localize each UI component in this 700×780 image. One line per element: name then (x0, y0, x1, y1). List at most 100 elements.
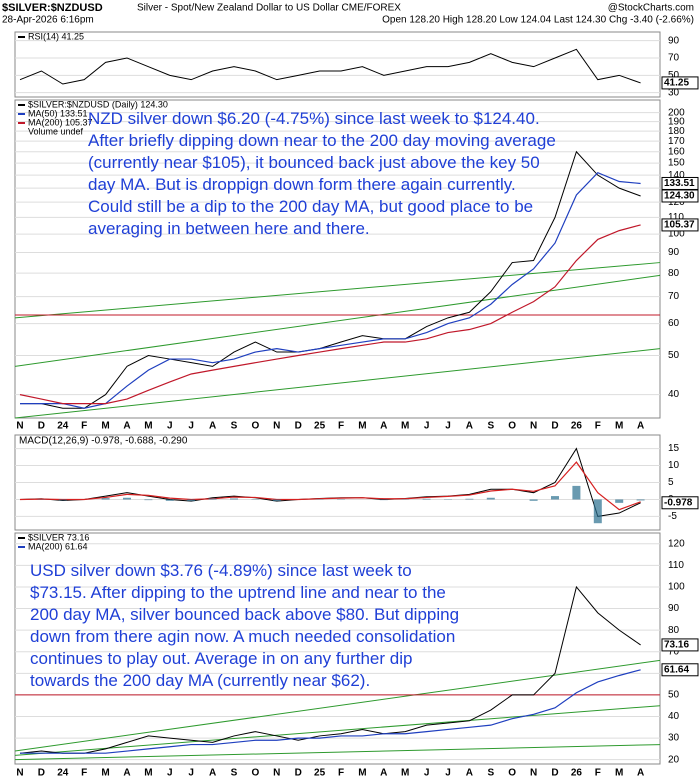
x-tick-label: A (637, 768, 644, 779)
y-tick-label: 150 (668, 158, 685, 169)
symbol: $SILVER:$NZDUSD (2, 2, 103, 14)
trendline (14, 348, 661, 419)
y-tick-label: 15 (668, 443, 680, 454)
histogram-bar (165, 499, 174, 501)
y-tick-label: -5 (668, 511, 677, 522)
x-tick-label: A (466, 768, 473, 779)
x-tick-label: M (358, 421, 366, 432)
x-tick-label: J (424, 768, 430, 779)
histogram-bar (187, 499, 196, 502)
y-tick-label: 80 (668, 268, 680, 279)
x-tick-label: D (38, 768, 45, 779)
x-tick-label: S (487, 421, 494, 432)
date: 28-Apr-2026 6:16pm (2, 15, 94, 26)
price-label-box (661, 218, 699, 232)
price-label-box (661, 496, 699, 510)
series-line (20, 669, 641, 754)
x-tick-label: F (338, 421, 344, 432)
y-tick-label: 50 (668, 350, 680, 361)
legend-entry: MA(200) 105.37 (28, 117, 93, 127)
y-tick-label: 70 (668, 53, 680, 64)
y-tick-label: 160 (668, 146, 685, 157)
x-tick-label: O (508, 421, 516, 432)
x-tick-label: F (81, 768, 87, 779)
x-tick-label: N (16, 421, 23, 432)
y-tick-label: 40 (668, 711, 680, 722)
y-tick-label: 20 (668, 754, 680, 765)
brand: @StockCharts.com (608, 3, 694, 14)
y-tick-label: 90 (668, 603, 680, 614)
x-tick-label: N (530, 768, 537, 779)
y-tick-label: 90 (668, 247, 680, 258)
x-tick-label: M (144, 421, 152, 432)
histogram-bar (615, 499, 624, 503)
price-label-box (661, 663, 699, 677)
histogram-bar (636, 499, 645, 501)
x-tick-label: O (252, 768, 260, 779)
x-tick-label: 24 (57, 768, 69, 779)
histogram-bar (593, 499, 602, 524)
x-tick-label: O (252, 421, 260, 432)
histogram-bar (101, 498, 110, 500)
histogram-bar (486, 497, 495, 500)
x-tick-label: N (530, 421, 537, 432)
x-tick-label: J (167, 421, 173, 432)
x-tick-label: 25 (314, 421, 326, 432)
x-tick-label: J (424, 421, 430, 432)
x-tick-label: D (295, 421, 302, 432)
x-tick-label: A (209, 421, 216, 432)
x-tick-label: S (231, 768, 238, 779)
y-tick-label: 5 (668, 477, 674, 488)
y-tick-label: 80 (668, 625, 680, 636)
x-tick-label: N (273, 768, 280, 779)
histogram-bar (572, 485, 581, 500)
histogram-bar (144, 499, 153, 501)
x-tick-label: D (551, 768, 558, 779)
x-tick-label: F (595, 768, 601, 779)
x-tick-label: A (123, 421, 130, 432)
price-label-box (661, 638, 699, 652)
annotation: NZD silver down $6.20 (-4.75%) since las… (88, 109, 556, 238)
legend-entry: RSI(14) 41.25 (28, 31, 84, 41)
quote: Open 128.20 High 128.20 Low 124.04 Last … (382, 15, 694, 26)
x-tick-label: S (231, 421, 238, 432)
x-tick-label: J (188, 768, 194, 779)
y-tick-label: 70 (668, 291, 680, 302)
x-tick-label: D (38, 421, 45, 432)
y-tick-label: 90 (668, 35, 680, 46)
x-tick-label: M (615, 768, 623, 779)
legend-entry: $SILVER:$NZDUSD (Daily) 124.30 (28, 99, 168, 109)
x-tick-label: A (466, 421, 473, 432)
histogram-bar (230, 498, 238, 500)
x-tick-label: 24 (57, 421, 69, 432)
y-tick-label: 110 (668, 212, 684, 223)
y-tick-label: 30 (668, 87, 680, 98)
legend-entry: MA(50) 133.51 (28, 108, 88, 118)
x-tick-label: N (16, 768, 23, 779)
y-tick-label: 100 (668, 582, 685, 593)
series-line (19, 461, 641, 511)
histogram-bar (551, 496, 559, 500)
panel-title: MACD(12,26,9) -0.978, -0.688, -0.290 (19, 436, 188, 447)
x-tick-label: D (551, 421, 558, 432)
x-tick-label: S (487, 768, 494, 779)
price-label: 73.16 (664, 640, 689, 651)
x-tick-label: A (380, 421, 387, 432)
histogram-bar (272, 499, 281, 502)
annotation: USD silver down $3.76 (-4.89%) since las… (30, 561, 460, 690)
y-tick-label: 10 (668, 460, 680, 471)
price-label: 133.51 (664, 178, 695, 189)
histogram-bar (379, 499, 388, 501)
x-tick-label: M (144, 768, 152, 779)
trendline (14, 274, 661, 367)
x-tick-label: F (595, 421, 601, 432)
x-tick-label: O (508, 768, 516, 779)
price-label: 124.30 (664, 191, 695, 202)
x-tick-label: M (401, 768, 409, 779)
panel (14, 31, 661, 98)
series-line (19, 585, 641, 754)
price-label-box (661, 176, 699, 190)
legend-entry: Volume undef (28, 126, 84, 136)
x-tick-label: A (209, 768, 216, 779)
